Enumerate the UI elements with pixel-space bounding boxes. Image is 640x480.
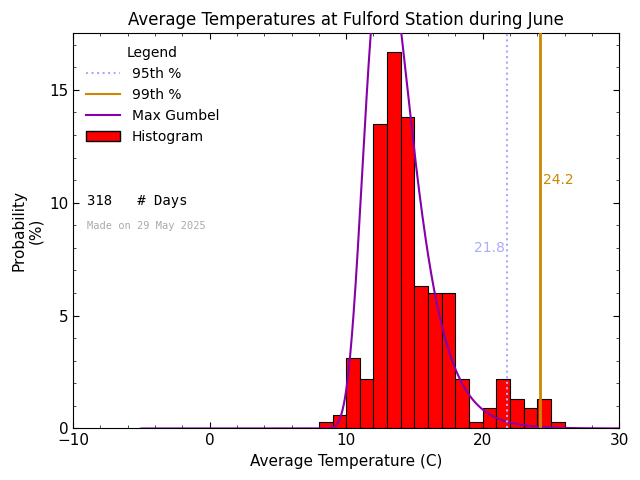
Text: 318   # Days: 318 # Days — [87, 194, 188, 208]
Bar — [538, 399, 551, 429]
Title: Average Temperatures at Fulford Station during June: Average Temperatures at Fulford Station … — [128, 11, 564, 29]
Text: 21.8: 21.8 — [474, 241, 505, 255]
Text: 24.2: 24.2 — [543, 173, 573, 187]
Bar — [387, 51, 401, 429]
Legend: 95th %, 99th %, Max Gumbel, Histogram: 95th %, 99th %, Max Gumbel, Histogram — [80, 40, 225, 149]
Bar — [469, 422, 483, 429]
Bar — [510, 399, 524, 429]
Text: Made on 29 May 2025: Made on 29 May 2025 — [87, 221, 205, 231]
Bar — [346, 359, 360, 429]
Bar — [415, 286, 428, 429]
X-axis label: Average Temperature (C): Average Temperature (C) — [250, 454, 442, 469]
Bar — [497, 379, 510, 429]
Bar — [442, 293, 456, 429]
Bar — [401, 117, 415, 429]
Bar — [428, 293, 442, 429]
Y-axis label: Probability
(%): Probability (%) — [11, 191, 44, 272]
Bar — [374, 124, 387, 429]
Bar — [319, 422, 333, 429]
Bar — [483, 408, 497, 429]
Bar — [333, 415, 346, 429]
Bar — [551, 422, 564, 429]
Bar — [524, 408, 538, 429]
Bar — [360, 379, 374, 429]
Bar — [456, 379, 469, 429]
